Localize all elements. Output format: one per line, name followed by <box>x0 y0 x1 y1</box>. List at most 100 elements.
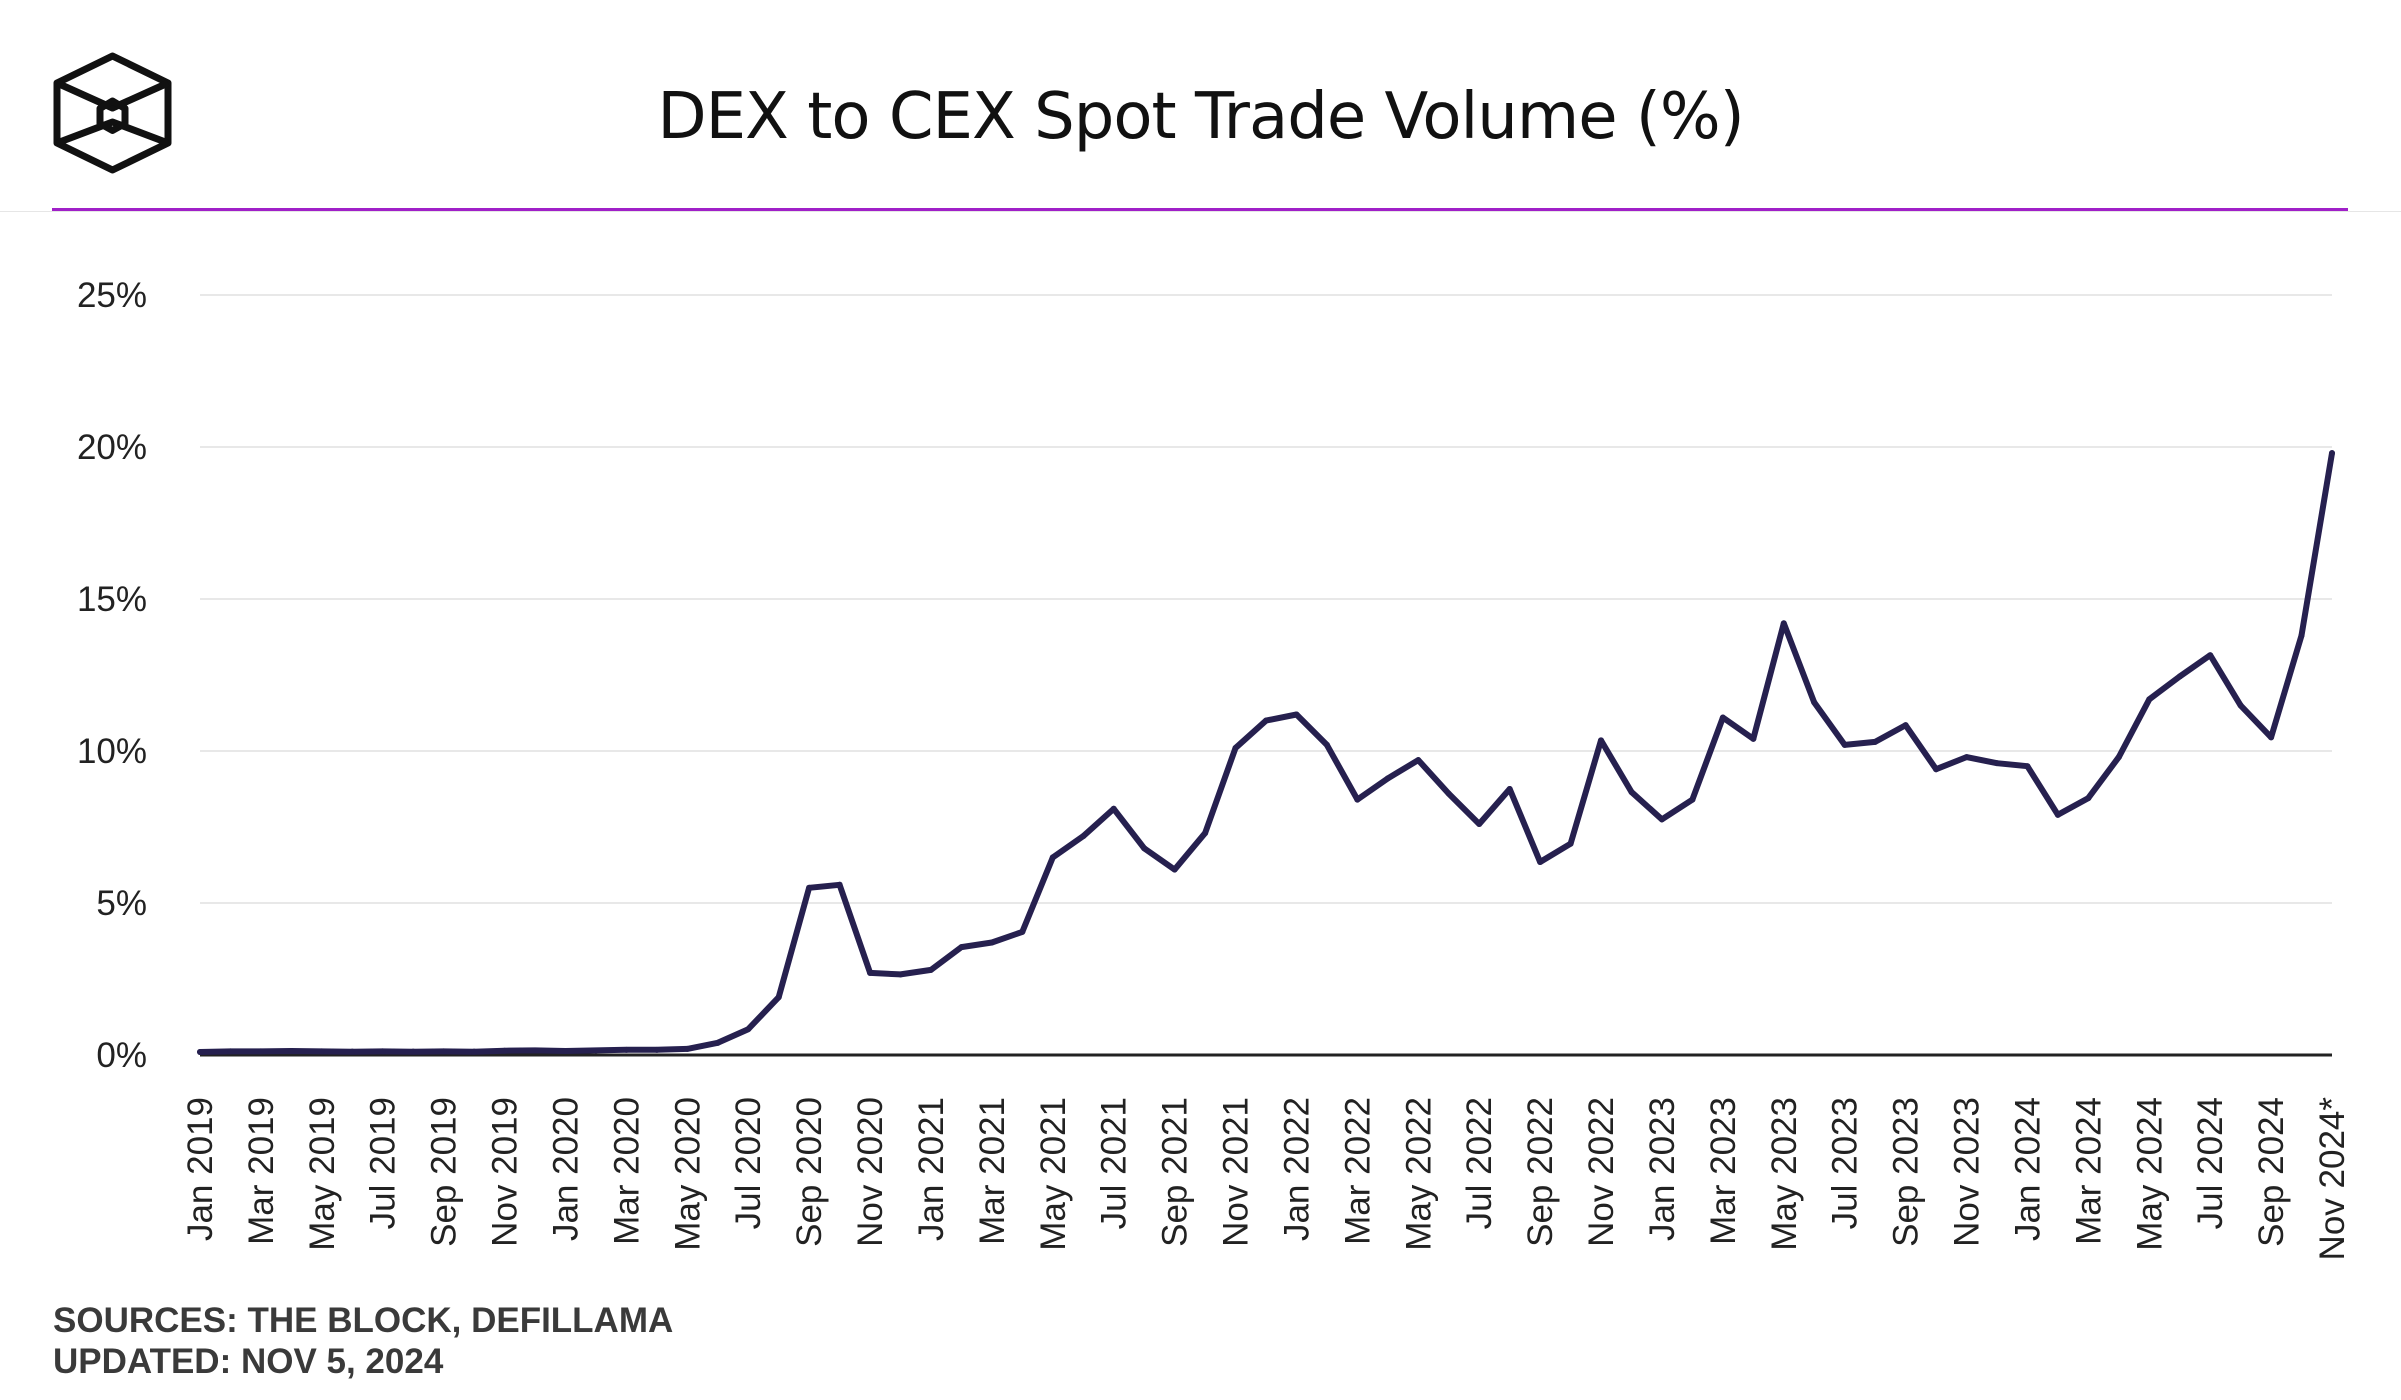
x-tick-label: May 2023 <box>1765 1097 1804 1251</box>
x-tick-label: Jan 2019 <box>181 1097 220 1241</box>
data-point <box>1202 830 1209 837</box>
x-tick-label: Jul 2021 <box>1095 1097 1134 1229</box>
x-tick-label: Nov 2022 <box>1582 1097 1621 1247</box>
gridlines <box>200 294 2332 904</box>
x-tick-label: Sep 2020 <box>790 1097 829 1247</box>
updated-text: UPDATED: NOV 5, 2024 <box>53 1342 444 1381</box>
data-point <box>1993 760 2000 767</box>
data-point <box>2024 763 2031 770</box>
x-tick-label: Sep 2023 <box>1887 1097 1926 1247</box>
x-tick-label: Jul 2019 <box>364 1097 403 1229</box>
x-tick-label: Mar 2023 <box>1704 1097 1743 1245</box>
data-point <box>653 1046 660 1053</box>
data-point <box>1750 735 1757 742</box>
y-tick-label: 0% <box>96 1036 147 1075</box>
data-point <box>1384 775 1391 782</box>
x-tick-label: Jan 2020 <box>546 1097 585 1241</box>
x-tick-label: Jul 2023 <box>1826 1097 1865 1229</box>
x-tick-label: Nov 2021 <box>1217 1097 1256 1247</box>
x-tick-label: Nov 2020 <box>851 1097 890 1247</box>
data-point <box>1902 722 1909 729</box>
y-tick-label: 10% <box>77 732 147 771</box>
data-point <box>1141 845 1148 852</box>
data-point <box>927 966 934 973</box>
x-tick-label: Sep 2024 <box>2252 1097 2291 1247</box>
x-tick-label: Jan 2023 <box>1643 1097 1682 1241</box>
data-point <box>2298 632 2305 639</box>
x-tick-label: Mar 2019 <box>242 1097 281 1245</box>
data-point <box>745 1026 752 1033</box>
x-tick-label: Nov 2024* <box>2313 1097 2352 1261</box>
x-tick-label: Mar 2022 <box>1338 1097 1377 1245</box>
data-point <box>257 1048 264 1055</box>
data-point <box>1933 766 1940 773</box>
data-point <box>197 1048 203 1055</box>
x-tick-label: Jul 2024 <box>2191 1097 2230 1229</box>
chart-footer: SOURCES: THE BLOCK, DEFILLAMA UPDATED: N… <box>53 1300 673 1382</box>
data-point <box>2329 450 2335 457</box>
data-point <box>1445 790 1452 797</box>
x-tick-label: Mar 2021 <box>973 1097 1012 1245</box>
data-point <box>1415 757 1422 764</box>
data-point <box>1263 717 1269 724</box>
data-point <box>714 1039 721 1046</box>
series <box>197 450 2335 1055</box>
data-point <box>1628 789 1635 796</box>
data-point <box>1323 741 1330 748</box>
data-point <box>318 1048 325 1055</box>
accent-divider <box>52 208 2348 211</box>
data-point <box>1963 754 1970 761</box>
data-point <box>440 1048 447 1055</box>
x-tick-label: May 2024 <box>2130 1097 2169 1251</box>
data-point <box>1049 854 1056 861</box>
data-point <box>379 1048 386 1055</box>
x-tick-label: Sep 2019 <box>425 1097 464 1247</box>
x-tick-label: Sep 2022 <box>1521 1097 1560 1247</box>
data-point <box>592 1047 599 1054</box>
x-tick-label: Nov 2019 <box>486 1097 525 1247</box>
data-point <box>1171 866 1178 873</box>
x-tick-label: Mar 2024 <box>2069 1097 2108 1245</box>
y-tick-label: 20% <box>77 428 147 467</box>
y-tick-label: 15% <box>77 580 147 619</box>
x-axis-tick-labels: Jan 2019 Mar 2019 May 2019 Jul 2019 Sep 2019… <box>181 1097 2352 1261</box>
data-point <box>532 1047 539 1054</box>
the-block-logo-icon <box>53 52 172 174</box>
data-point <box>2268 734 2275 741</box>
series-line <box>197 450 2335 1055</box>
data-point <box>1658 816 1665 823</box>
data-point <box>2085 795 2092 802</box>
data-point <box>501 1047 508 1054</box>
data-point <box>806 884 813 891</box>
data-point <box>775 994 782 1001</box>
data-point <box>958 944 965 951</box>
data-point <box>227 1048 234 1055</box>
data-point <box>1811 699 1818 706</box>
x-tick-label: Jan 2024 <box>2008 1097 2047 1241</box>
data-point <box>1019 928 1026 935</box>
data-point <box>1354 796 1361 803</box>
data-point <box>288 1048 295 1055</box>
data-point <box>2146 696 2153 703</box>
data-point <box>623 1046 630 1053</box>
header-divider <box>0 211 2401 212</box>
y-tick-label: 25% <box>77 276 147 315</box>
x-tick-label: May 2021 <box>1034 1097 1073 1251</box>
data-point <box>410 1048 417 1055</box>
data-point <box>1719 714 1726 721</box>
data-point <box>1872 738 1879 745</box>
data-point <box>1080 833 1087 840</box>
data-point <box>897 971 904 978</box>
x-tick-label: Jul 2022 <box>1460 1097 1499 1229</box>
data-point <box>1476 820 1483 827</box>
data-points <box>197 450 2335 1055</box>
x-tick-label: May 2022 <box>1399 1097 1438 1251</box>
data-point <box>836 881 843 888</box>
data-point <box>1567 840 1574 847</box>
data-point <box>867 969 874 976</box>
data-point <box>1537 858 1544 865</box>
data-point <box>1506 786 1513 792</box>
data-point <box>1232 744 1239 751</box>
data-point <box>2207 652 2214 659</box>
x-tick-label: May 2020 <box>668 1097 707 1251</box>
